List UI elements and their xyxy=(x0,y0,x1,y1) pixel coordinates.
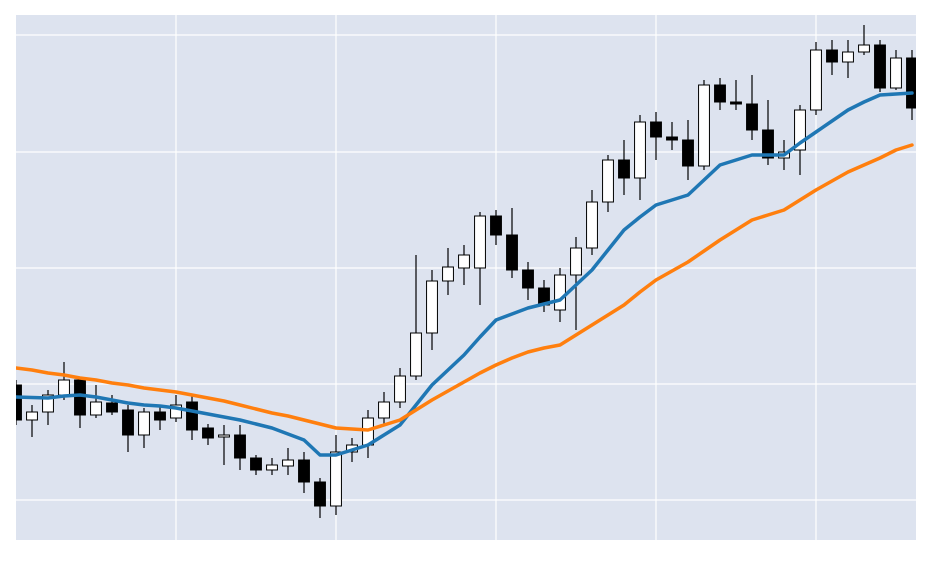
candle-body xyxy=(442,266,454,282)
candle-body xyxy=(202,427,214,439)
candle-body xyxy=(554,274,566,311)
candle-body xyxy=(218,434,230,438)
candle-body xyxy=(650,121,662,138)
plot-area xyxy=(16,15,916,540)
candle-body xyxy=(426,280,438,334)
candle-body xyxy=(506,234,518,271)
candle-body xyxy=(890,57,902,89)
candle-body xyxy=(474,215,486,269)
candle-body xyxy=(810,49,822,111)
candle-body xyxy=(16,384,22,421)
candle-body xyxy=(458,254,470,269)
candle-body xyxy=(138,411,150,436)
candle-body xyxy=(394,375,406,403)
candle-body xyxy=(730,101,742,105)
candle-body xyxy=(714,84,726,103)
candle-body xyxy=(762,129,774,159)
candle-body xyxy=(58,379,70,396)
candle-body xyxy=(570,247,582,276)
candle-body xyxy=(666,136,678,141)
candle-body xyxy=(682,139,694,167)
candle-body xyxy=(858,44,870,53)
candle-body xyxy=(250,457,262,471)
candle-body xyxy=(266,464,278,471)
candle-body xyxy=(794,109,806,151)
candle-body xyxy=(522,269,534,289)
candle-body xyxy=(106,402,118,413)
candle-body xyxy=(586,201,598,249)
candle-body xyxy=(154,411,166,421)
candle-body xyxy=(330,451,342,507)
plot xyxy=(16,25,916,518)
candle-body xyxy=(842,51,854,63)
candle-body xyxy=(378,401,390,419)
candle-body xyxy=(602,159,614,203)
candle-body xyxy=(314,481,326,507)
candle-body xyxy=(906,57,916,109)
candle-body xyxy=(90,401,102,416)
candle-body xyxy=(826,49,838,63)
candle-body xyxy=(698,84,710,167)
candle-body xyxy=(410,332,422,377)
candle-body xyxy=(186,401,198,431)
candle-body xyxy=(298,459,310,483)
candle-body xyxy=(634,121,646,179)
candle-body xyxy=(42,394,54,413)
candle-body xyxy=(170,404,182,419)
candle-body xyxy=(234,434,246,459)
candle-body xyxy=(122,409,134,436)
moving-average-line xyxy=(16,91,914,457)
candle-body xyxy=(74,379,86,416)
candle-body xyxy=(874,44,886,89)
candle-body xyxy=(282,459,294,467)
candle-body xyxy=(490,215,502,236)
candle-body xyxy=(618,159,630,179)
candle-body xyxy=(26,411,38,421)
candle-body xyxy=(746,103,758,131)
moving-average-line xyxy=(16,143,914,432)
